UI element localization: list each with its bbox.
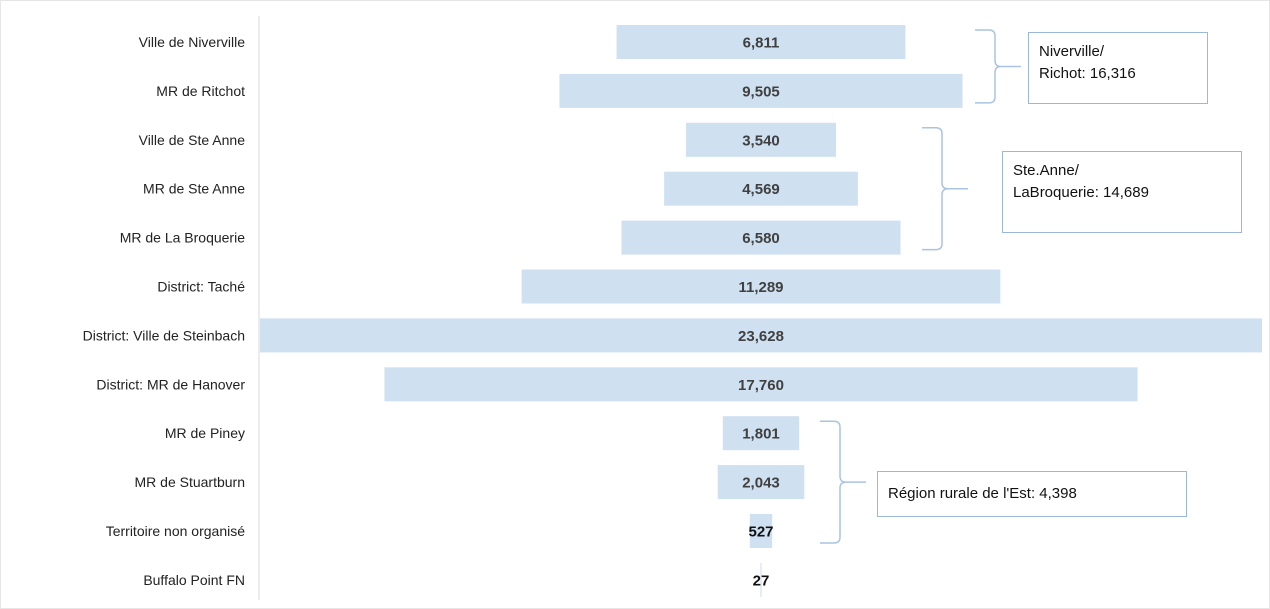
category-label: MR de Ste Anne [143,181,245,197]
group-bracket [975,29,1021,104]
annotation-box: Niverville/Richot: 16,316 [1028,32,1208,104]
value-label: 527 [748,524,773,541]
category-label: District: MR de Hanover [96,376,245,392]
value-label: 11,289 [738,279,783,296]
value-label: 2,043 [742,475,780,492]
category-labels: Ville de Niverville MR de Ritchot Ville de… [83,34,246,588]
bar [621,220,901,255]
annotation-text: LaBroquerie: 14,689 [1013,184,1149,201]
value-label: 17,760 [738,377,784,394]
value-labels: 6,811 9,505 3,540 4,569 6,580 11,289 23,628 17,… [738,35,784,590]
bar [559,73,963,108]
category-label: Ville de Niverville [139,34,246,50]
value-label: 6,811 [743,35,780,52]
value-label: 9,505 [742,83,780,100]
category-label: Buffalo Point FN [143,572,245,588]
category-label: District: Ville de Steinbach [83,327,245,343]
group-brackets [820,29,1021,544]
category-label: MR de Ritchot [156,83,245,99]
bar [749,514,773,548]
value-label: 6,580 [742,230,780,247]
bar [521,269,1001,304]
category-label: MR de Piney [165,425,245,441]
bar [685,122,837,157]
annotation-text: Région rurale de l'Est: 4,398 [888,485,1077,502]
category-label: MR de La Broquerie [120,230,246,246]
category-label: MR de Stuartburn [135,474,246,490]
bars [260,25,1262,597]
bar [722,416,800,451]
category-label: Territoire non organisé [106,523,246,539]
category-label: District: Taché [157,279,245,295]
annotation-text: Richot: 16,316 [1039,65,1136,82]
bar [616,25,906,59]
value-label: 1,801 [742,426,780,443]
bar [760,562,762,597]
annotation-text: Niverville/ [1039,43,1105,60]
annotation-box: Région rurale de l'Est: 4,398 [877,471,1187,517]
bar [717,465,805,500]
category-label: Ville de Ste Anne [139,132,246,148]
value-label: 27 [753,572,770,589]
group-bracket [820,420,866,544]
value-label: 4,569 [742,181,780,198]
value-label: 3,540 [742,132,780,149]
annotation-text: Ste.Anne/ [1013,162,1079,179]
annotation-box: Ste.Anne/LaBroquerie: 14,689 [1002,151,1242,233]
bar [664,171,858,206]
value-label: 23,628 [738,328,784,345]
bar [384,367,1138,402]
group-bracket [922,127,968,251]
bar [260,318,1262,353]
